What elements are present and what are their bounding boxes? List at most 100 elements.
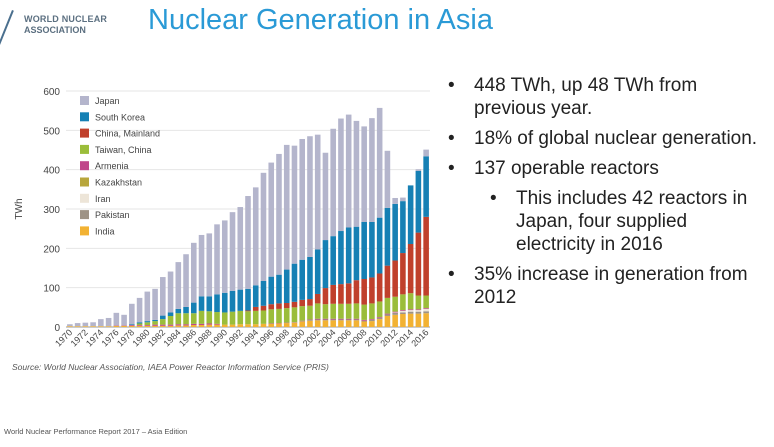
bar-segment [229, 311, 236, 325]
bullet-list: • 448 TWh, up 48 TWh from previous year. •… [448, 74, 770, 316]
bar-segment [322, 152, 329, 241]
bar-segment [183, 306, 189, 314]
bar-segment [353, 320, 360, 327]
bar-segment [198, 325, 205, 327]
bar-segment [407, 311, 414, 314]
bar-segment [183, 313, 189, 325]
bar-segment [400, 310, 406, 313]
y-tick-label: 100 [43, 284, 60, 295]
bar-segment [322, 319, 329, 321]
bar-segment [214, 323, 220, 325]
bar-segment [276, 308, 282, 324]
bar-segment [299, 138, 305, 260]
bar-segment [252, 306, 259, 311]
bar-segment [384, 150, 391, 208]
bar-segment [314, 249, 321, 294]
bar-segment [291, 263, 298, 302]
bar-segment [423, 311, 429, 314]
bar-segment [136, 325, 143, 326]
y-tick-label: 400 [43, 166, 60, 177]
x-tick-label: 2016 [409, 327, 430, 348]
bar-segment [237, 289, 244, 311]
bar-segment [423, 295, 429, 309]
bullet-marker: • [448, 158, 455, 179]
bar-segment [121, 325, 127, 327]
bar-segment [314, 303, 321, 319]
bar-segment [369, 277, 375, 304]
bar-segment [415, 313, 422, 327]
bar-segment [400, 314, 406, 327]
bar-segment [423, 156, 429, 217]
bar-segment [283, 323, 290, 327]
bar-segment [237, 207, 244, 290]
legend-label: South Korea [95, 112, 145, 122]
bar-segment [353, 319, 360, 321]
bar-segment [415, 311, 422, 314]
bar-segment [338, 231, 344, 285]
bar-segment [384, 313, 391, 315]
bar-segment [252, 324, 259, 327]
bar-segment [338, 319, 344, 321]
bar-segment [191, 313, 197, 324]
bar-segment [160, 325, 166, 327]
bar-segment [307, 319, 313, 321]
bar-segment [314, 318, 321, 320]
legend-swatch [80, 144, 89, 154]
legend-label: Iran [95, 194, 111, 204]
bar-segment [198, 234, 205, 297]
bar-segment [221, 220, 228, 293]
bar-segment [376, 317, 383, 320]
bar-segment [314, 319, 321, 321]
bar-segment [299, 259, 305, 300]
bar-segment [67, 324, 73, 327]
bar-segment [338, 118, 344, 232]
bar-segment [400, 312, 406, 315]
bar-segment [129, 325, 135, 327]
bar-segment [384, 315, 391, 327]
bar-segment [136, 325, 143, 327]
y-tick-label: 600 [43, 87, 60, 98]
bar-segment [361, 304, 367, 320]
bar-segment [221, 312, 228, 325]
bar-segment [361, 320, 367, 322]
bar-segment [245, 196, 251, 289]
bar-segment [338, 303, 344, 319]
bar-segment [121, 314, 127, 326]
bar-segment [423, 216, 429, 296]
legend-label: Japan [95, 96, 120, 106]
bar-segment [369, 319, 375, 322]
bar-segment [90, 326, 96, 327]
bar-segment [353, 318, 360, 320]
bar-segment [291, 307, 298, 323]
bar-segment [237, 310, 244, 325]
bar-segment [407, 310, 414, 312]
bar-segment [392, 203, 398, 261]
bar-segment [384, 207, 391, 266]
chart-source-note: Source: World Nuclear Association, IAEA … [12, 362, 329, 372]
bar-segment [376, 301, 383, 318]
bar-segment [152, 325, 158, 327]
bar-segment [376, 273, 383, 302]
bullet-item: • 448 TWh, up 48 TWh from previous year. [448, 74, 770, 120]
legend-label: Pakistan [95, 210, 130, 220]
bar-segment [260, 323, 267, 327]
bar-segment [167, 324, 174, 326]
bar-segment [198, 323, 205, 326]
bar-segment [260, 172, 267, 281]
y-tick-label: 200 [43, 244, 60, 255]
y-tick-label: 300 [43, 205, 60, 216]
bar-segment [384, 297, 391, 314]
logo: WORLD NUCLEAR ASSOCIATION [0, 8, 148, 48]
legend-swatch [80, 177, 89, 187]
bar-segment [245, 324, 251, 327]
bar-segment [345, 303, 352, 319]
bar-segment [268, 162, 275, 277]
bar-segment [392, 260, 398, 297]
bar-segment [345, 227, 352, 284]
bar-segment [160, 277, 166, 316]
bar-segment [283, 269, 290, 303]
bar-segment [136, 322, 143, 324]
bar-segment [214, 324, 220, 327]
bar-segment [283, 308, 290, 323]
bar-segment [400, 197, 406, 202]
